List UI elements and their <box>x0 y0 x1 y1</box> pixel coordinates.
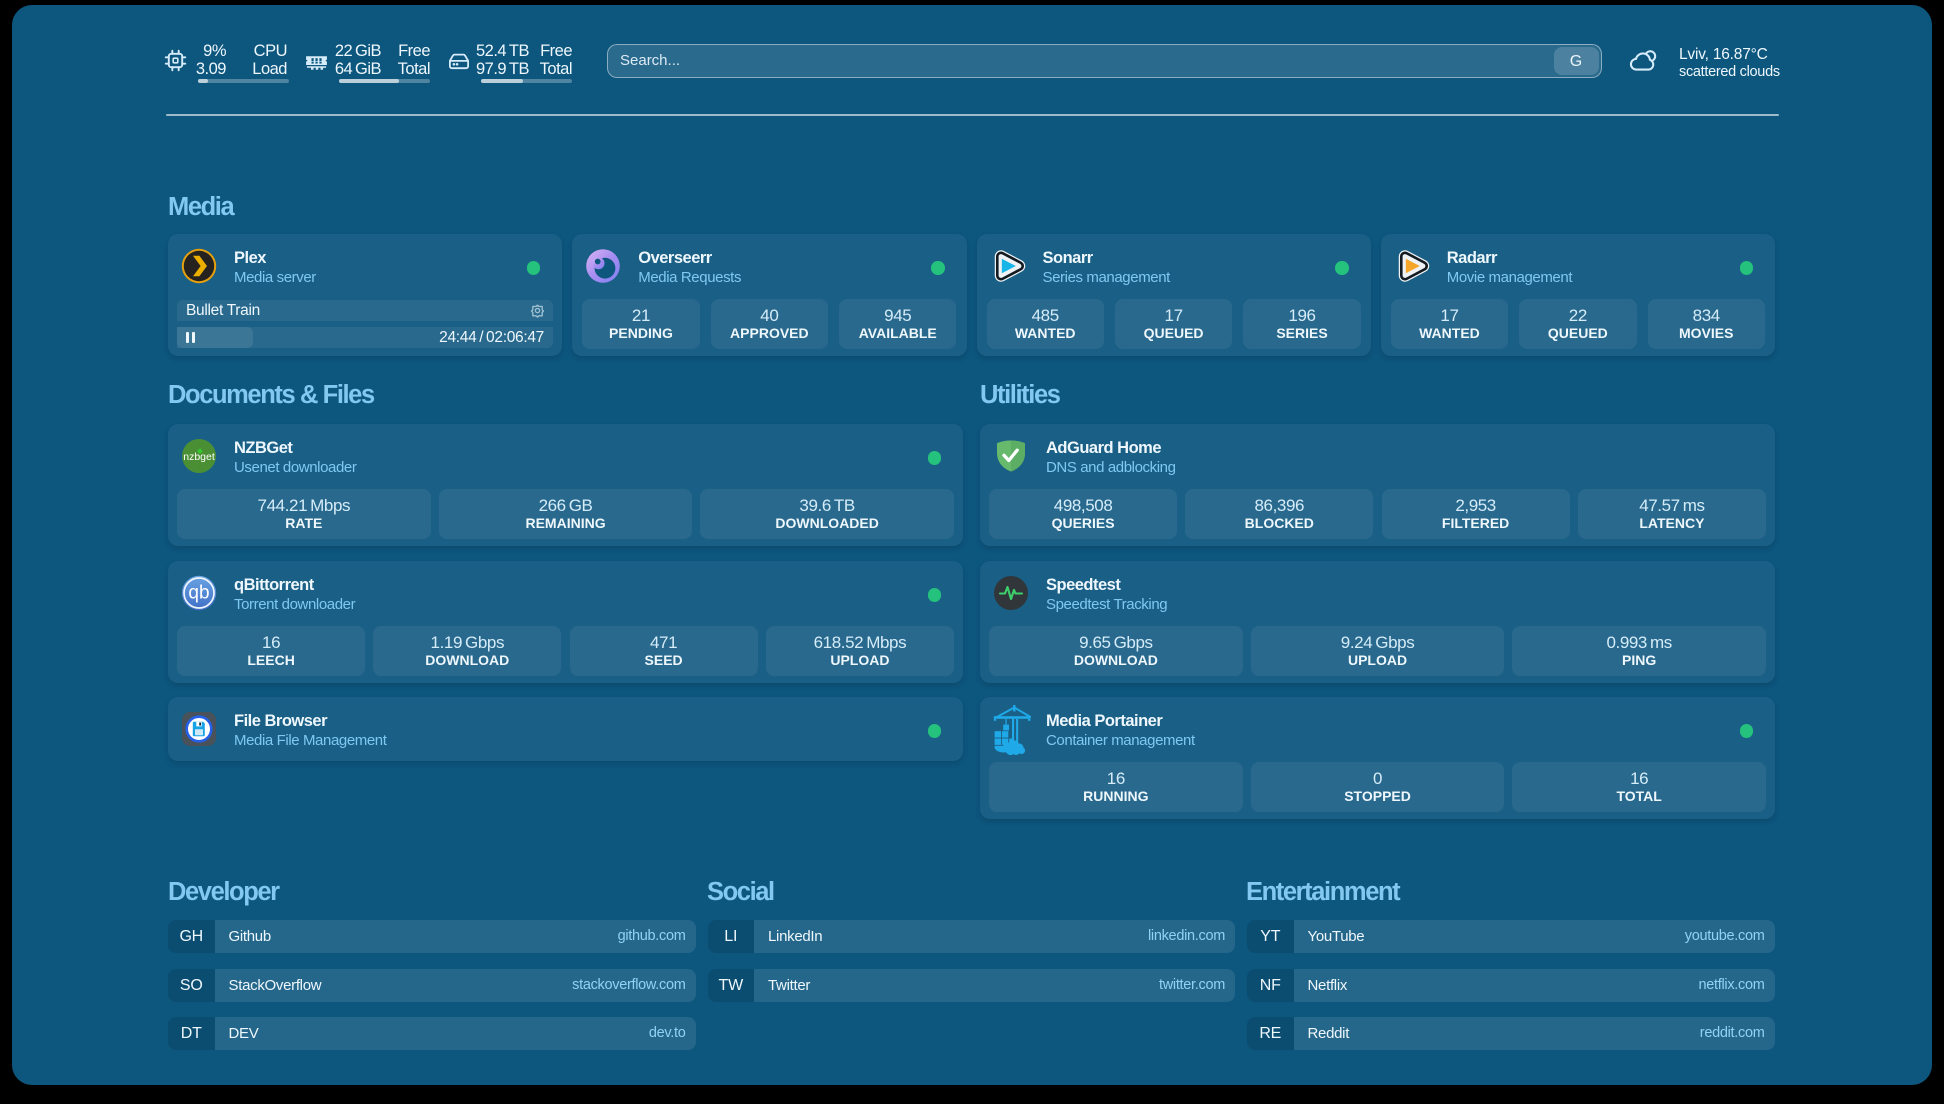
svg-text:qb: qb <box>188 583 209 604</box>
svg-text:nzbget: nzbget <box>183 451 215 463</box>
